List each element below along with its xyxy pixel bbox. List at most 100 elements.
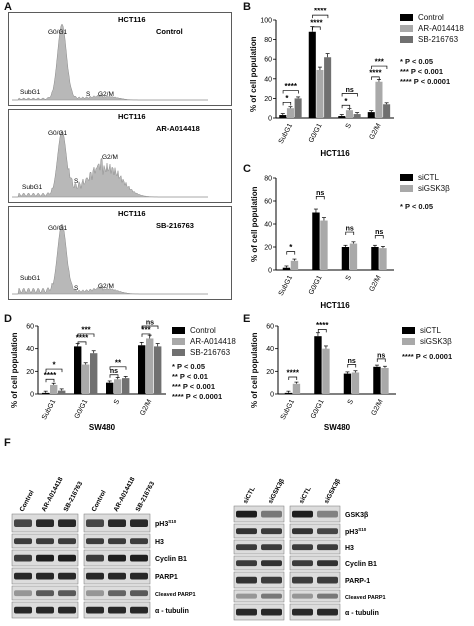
bar [279,115,287,118]
lane-label: SB-216763 [63,480,85,513]
y-tick-label: 60 [264,199,272,206]
x-tick-label: SubG1 [280,398,296,421]
pvalue-note: * P < 0.05 [400,57,434,66]
significance-label: ns [348,358,356,365]
bar [74,346,82,394]
bar [122,378,130,394]
y-tick-label: 0 [30,392,34,399]
significance-label: * [285,94,289,103]
blot-band [36,554,54,562]
blot-strip [233,505,285,523]
legend-item-ar: AR-A014418 [172,336,236,347]
bar [50,384,58,394]
blot-band [108,590,126,597]
blot-band [86,538,104,545]
x-tick-label: G2/M [139,398,153,417]
bar [345,110,353,118]
lane-label: siCTL [298,486,313,505]
significance-bracket [371,76,380,80]
blot-band [130,554,148,562]
bar [312,212,320,270]
histogram-label-g2m: G2/M [98,91,114,98]
blot-band [292,544,313,551]
significance-label: * [344,97,348,106]
bar [353,114,361,118]
blot-band [86,572,104,580]
blot-strip [289,555,341,571]
bar [42,392,50,394]
blot-band [108,519,126,527]
histogram-label-s: S [74,285,79,292]
bar [314,336,322,394]
significance-label: *** [375,58,385,67]
blot-row-label: H3 [155,539,164,546]
blot-band [236,528,257,535]
pvalue-note: ** P < 0.01 [172,372,208,381]
blot-band [292,608,313,616]
lane-label: AR-A014418 [41,476,65,513]
panel-label-e: E [243,313,251,325]
flow-histograms: HCT116 Control G0/G1 SubG1 S G2/M HCT116 AR-A01… [8,12,232,302]
pvalue-note: * P < 0.05 [172,362,206,371]
blot-band [292,593,313,599]
significance-bracket [282,90,299,94]
blot-band [58,590,76,597]
blot-band [261,544,282,551]
pvalue-note: **** P < 0.0001 [172,392,223,401]
blot-band [261,576,282,584]
significance-bracket [371,65,388,70]
significance-bracket [77,341,87,345]
blot-band [130,538,148,545]
significance-label: *** [141,325,151,334]
significance-bracket [77,333,95,337]
legend-item-control: Control [172,325,236,336]
lane-label: siCTL [242,486,257,505]
blot-strip [233,571,285,589]
significance-bracket [374,235,384,239]
blot-band [317,510,338,518]
panel-label-d: D [4,313,12,325]
chart-cell-line: SW480 [324,423,351,432]
histogram-peak [12,223,208,295]
legend-item-sictl: siCTL [400,172,450,183]
flow-histogram-2: HCT116 AR-A014418 G0/G1 SubG1 S G2/M [8,109,232,203]
blot-band [58,572,76,580]
blot-band [86,519,104,527]
blot-row-label: pH3S10 [345,527,367,536]
blot-band [14,606,32,614]
significance-label: * [289,243,293,252]
blot-strip [233,555,285,571]
significance-bracket [109,374,119,378]
significance-bracket [141,325,159,329]
blot-band [261,608,282,616]
panel-label-f: F [4,437,11,449]
blot-band [86,554,104,562]
bar [308,31,316,118]
blot-band [130,606,148,614]
blot-row-label: α - tubulin [155,608,189,615]
histogram-label-s: S [74,178,79,185]
significance-bracket [315,196,325,200]
significance-label: **** [44,371,57,380]
lane-label: siGSK3β [267,478,286,505]
histogram-peak [12,23,208,101]
blot-band [292,560,313,567]
legend-item-sigsk3b: siGSK3β [400,183,450,194]
blot-row-label: Cyclin B1 [155,556,187,563]
bar [367,112,375,118]
blot-band [236,593,257,599]
pvalue-note: *** P < 0.001 [400,67,444,76]
histogram-label-subg1: SubG1 [20,89,41,96]
legend-item-sb: SB-216763 [172,347,236,358]
bar [381,367,389,394]
significance-bracket [341,104,351,109]
x-tick-label: G0/G1 [74,398,90,420]
significance-bracket [312,26,321,30]
blot-strip [289,571,341,589]
bar [82,364,90,394]
significance-label: ns [110,368,118,375]
y-tick-label: 0 [268,268,272,275]
blot-band [317,528,338,535]
y-tick-label: 20 [266,369,274,376]
